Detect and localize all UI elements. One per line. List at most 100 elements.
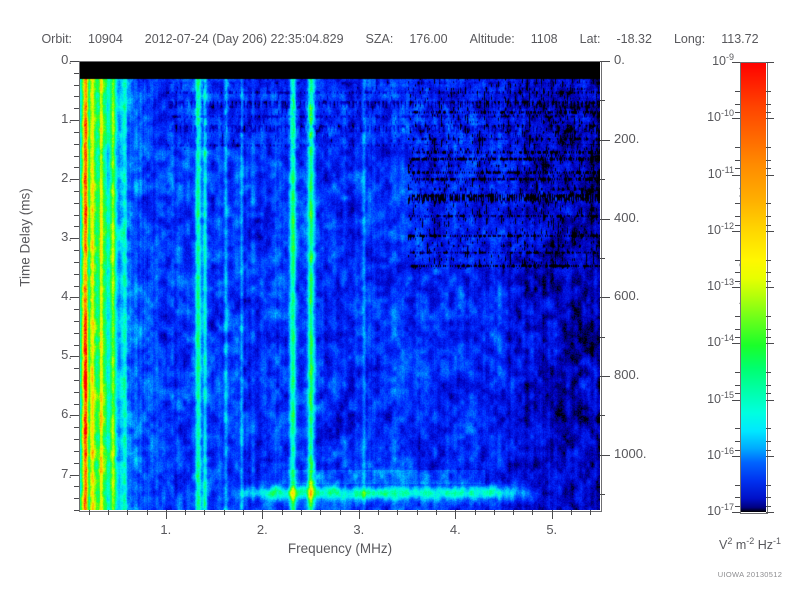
colorbar-frame bbox=[740, 62, 768, 514]
orbit-value: 10904 bbox=[88, 32, 123, 46]
y-tick-minor bbox=[74, 132, 79, 133]
colorbar-tick-minor bbox=[766, 168, 771, 169]
colorbar-tick bbox=[732, 343, 740, 344]
y2-tick-label: 0. bbox=[614, 52, 625, 67]
x-tick-minor bbox=[108, 510, 109, 515]
heatmap-canvas bbox=[79, 61, 600, 510]
y-tick-minor bbox=[74, 144, 79, 145]
x-tick-minor bbox=[185, 510, 186, 515]
colorbar-tick-minor bbox=[735, 428, 740, 429]
y-tick-label: 2. bbox=[61, 170, 72, 186]
colorbar-tick-minor bbox=[735, 112, 740, 113]
y-tick-minor bbox=[74, 156, 79, 157]
colorbar-tick-minor bbox=[735, 104, 740, 105]
colorbar-tick bbox=[732, 287, 740, 288]
colorbar-tick bbox=[766, 118, 774, 119]
colorbar-tick-minor bbox=[766, 393, 771, 394]
colorbar-tick-minor bbox=[735, 372, 740, 373]
y2-tick-label: 200. bbox=[614, 130, 640, 146]
colorbar-tick bbox=[732, 175, 740, 176]
x-tick-label: 4. bbox=[449, 522, 461, 537]
colorbar-gradient bbox=[740, 62, 766, 512]
x-tick-minor bbox=[243, 510, 244, 515]
y-tick-minor bbox=[70, 356, 79, 357]
metadata-header: Orbit: 10904 2012-07-24 (Day 206) 22:35:04… bbox=[0, 32, 800, 46]
y2-tick-minor bbox=[600, 494, 605, 495]
y-tick-minor bbox=[74, 262, 79, 263]
colorbar-tick-minor bbox=[766, 485, 771, 486]
y-tick-minor bbox=[74, 215, 79, 216]
colorbar-tick bbox=[766, 62, 774, 63]
y2-tick-minor bbox=[600, 100, 605, 101]
y-tick-minor bbox=[74, 226, 79, 227]
colorbar-tick-minor bbox=[735, 281, 740, 282]
colorbar-tick-label: 10-11 bbox=[707, 164, 734, 181]
y2-tick-minor bbox=[600, 179, 605, 180]
x-tick-minor bbox=[436, 510, 437, 515]
colorbar-tick-minor bbox=[735, 485, 740, 486]
y-tick-label: 6. bbox=[61, 406, 72, 422]
colorbar-tick-minor bbox=[766, 329, 771, 330]
y2-tick-label: 1000. bbox=[614, 445, 647, 461]
colorbar-tick-label: 10-15 bbox=[707, 389, 734, 406]
y2-tick-minor bbox=[600, 415, 605, 416]
y2-tick-minor bbox=[600, 337, 605, 338]
y-tick-minor bbox=[70, 297, 79, 298]
colorbar-tick-minor bbox=[735, 91, 740, 92]
x-tick-minor bbox=[532, 510, 533, 515]
x-tick-minor bbox=[204, 510, 205, 515]
colorbar-tick-label: 10-13 bbox=[707, 277, 734, 294]
x-tick-minor bbox=[378, 510, 379, 515]
colorbar-tick-minor bbox=[766, 281, 771, 282]
y-tick-label: 7. bbox=[61, 465, 72, 481]
y-tick-minor bbox=[74, 451, 79, 452]
colorbar-tick-minor bbox=[766, 272, 771, 273]
colorbar-tick-minor bbox=[766, 506, 771, 507]
colorbar-tick-minor bbox=[766, 91, 771, 92]
y2-tick-minor bbox=[600, 455, 610, 456]
y-tick-minor bbox=[70, 61, 79, 62]
colorbar-tick-minor bbox=[766, 147, 771, 148]
sza-value: 176.00 bbox=[409, 32, 448, 46]
x-tick-minor bbox=[455, 510, 456, 519]
x-tick-minor bbox=[397, 510, 398, 515]
y-tick-label: 0. bbox=[61, 52, 72, 67]
y2-tick-minor bbox=[600, 258, 605, 259]
colorbar-tick bbox=[732, 400, 740, 401]
colorbar-tick-minor bbox=[735, 506, 740, 507]
y-tick-minor bbox=[74, 96, 79, 97]
colorbar-tick bbox=[766, 287, 774, 288]
colorbar-tick-label: 10-14 bbox=[707, 333, 734, 350]
colorbar-tick-minor bbox=[766, 203, 771, 204]
y-tick-label: 5. bbox=[61, 347, 72, 363]
y-tick-minor bbox=[74, 286, 79, 287]
colorbar-tick-label: 10-17 bbox=[707, 502, 734, 519]
y2-tick-minor bbox=[600, 297, 610, 298]
colorbar-tick bbox=[766, 512, 774, 513]
x-tick-minor bbox=[340, 510, 341, 515]
colorbar-tick-minor bbox=[735, 160, 740, 161]
y2-tick-minor bbox=[600, 140, 610, 141]
y-tick-minor bbox=[74, 203, 79, 204]
colorbar-tick-minor bbox=[735, 337, 740, 338]
colorbar-tick-minor bbox=[766, 385, 771, 386]
colorbar-tick-minor bbox=[735, 385, 740, 386]
colorbar-tick bbox=[732, 62, 740, 63]
ionogram-heatmap bbox=[79, 61, 600, 510]
x-tick-minor bbox=[262, 510, 263, 519]
observation-datetime: 2012-07-24 (Day 206) 22:35:04.829 bbox=[144, 32, 344, 46]
x-tick-minor bbox=[552, 510, 553, 519]
y-tick-minor bbox=[74, 463, 79, 464]
x-tick-label: 5. bbox=[546, 522, 558, 537]
y-tick-minor bbox=[74, 392, 79, 393]
x-tick-minor bbox=[590, 510, 591, 515]
colorbar-tick bbox=[732, 118, 740, 119]
colorbar-tick-label: 10-12 bbox=[707, 220, 734, 237]
x-tick-minor bbox=[89, 510, 90, 515]
sza-label: SZA: bbox=[365, 32, 394, 46]
x-tick-minor bbox=[494, 510, 495, 515]
long-label: Long: bbox=[673, 32, 706, 46]
colorbar-tick-label: 10-16 bbox=[707, 445, 734, 462]
y-axis-label: Time Delay (ms) bbox=[17, 188, 33, 287]
colorbar-tick-minor bbox=[735, 393, 740, 394]
